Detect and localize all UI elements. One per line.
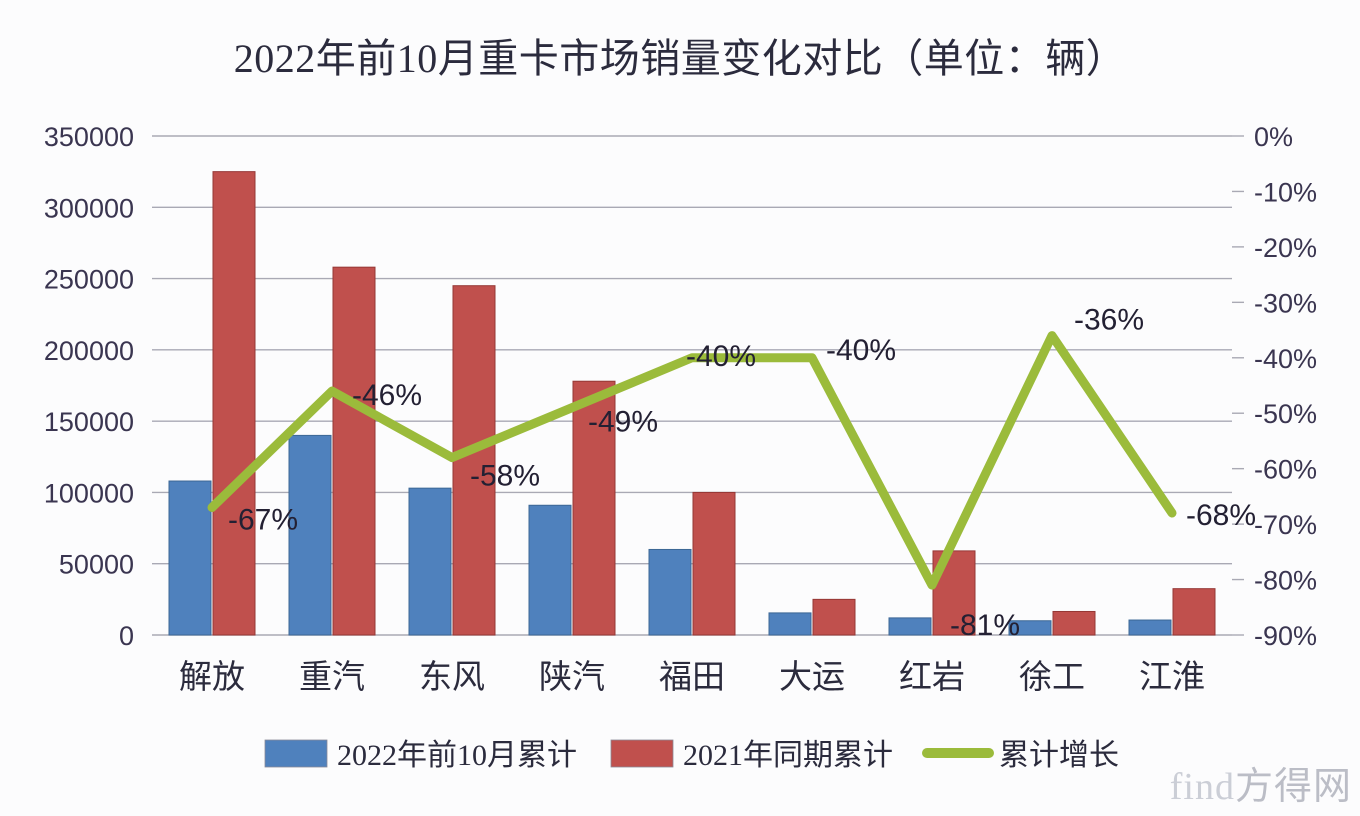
bar-2021 [692, 491, 736, 636]
left-axis-tick-label: 50000 [59, 550, 134, 580]
line-point-labels-group: -67% -46% -58% -49% -40% -40% -81% -36% -68% [228, 304, 1256, 642]
legend-swatch [264, 739, 328, 768]
bar-2022 [1008, 620, 1052, 636]
growth-line [207, 331, 1177, 590]
watermark-find-text: find [1169, 766, 1235, 808]
line-point-label: -81% [950, 609, 1020, 642]
bar-2022 [1128, 619, 1172, 636]
category-label: 解放 [179, 659, 245, 696]
category-label: 红岩 [899, 659, 965, 696]
right-axis-tick-label: -20% [1254, 233, 1317, 263]
category-label: 重汽 [299, 659, 365, 696]
legend-label: 累计增长 [999, 739, 1119, 772]
legend-swatch [610, 739, 674, 768]
right-axis-tick-label: -60% [1254, 455, 1317, 485]
site-watermark: find方得网 [1170, 755, 1352, 810]
line-point-label: -36% [1074, 304, 1144, 337]
bar-series-2022 [168, 434, 1172, 636]
bar-2022 [888, 617, 932, 636]
right-axis-tick-label: -90% [1254, 621, 1317, 651]
bar-2022 [528, 504, 572, 636]
line-point-label: -49% [588, 406, 658, 439]
bar-series-2021 [212, 171, 1216, 636]
legend-label: 2021年同期累计 [683, 739, 893, 772]
bar-2022 [648, 548, 692, 636]
category-label: 徐工 [1019, 659, 1085, 696]
left-axis-tick-label: 100000 [44, 478, 134, 508]
line-series-growth [207, 331, 1177, 590]
bar-2021 [1052, 610, 1096, 636]
right-axis-tick-label: -10% [1254, 177, 1317, 207]
category-label: 陕汽 [539, 659, 605, 696]
category-label: 东风 [419, 659, 485, 696]
bar-2021 [212, 171, 256, 636]
left-axis-labels-group: 0 50000 100000 150000 200000 250000 300000 3500… [44, 122, 134, 651]
line-point-label: -40% [826, 334, 896, 367]
bar-2021 [332, 266, 376, 636]
right-axis-tick-label: -80% [1254, 566, 1317, 596]
right-axis-tick-label: -70% [1254, 510, 1317, 540]
chart-title: 2022年前10月重卡市场销量变化对比（单位：辆） [233, 36, 1127, 81]
watermark-cn-text: 方得网 [1234, 766, 1352, 808]
right-axis-tick-label: -30% [1254, 288, 1317, 318]
left-axis-tick-label: 250000 [44, 265, 134, 295]
line-point-label: -67% [228, 503, 298, 536]
category-labels-group: 解放 重汽 东风 陕汽 福田 大运 红岩 徐工 江淮 [179, 659, 1205, 696]
line-point-label: -46% [352, 379, 422, 412]
category-label: 江淮 [1139, 660, 1205, 696]
left-axis-tick-label: 0 [119, 621, 134, 651]
line-point-label: -68% [1186, 499, 1256, 532]
legend-label: 2022年前10月累计 [337, 739, 577, 772]
bar-2022 [288, 434, 332, 636]
left-axis-tick-label: 150000 [44, 407, 134, 437]
left-axis-tick-label: 350000 [44, 122, 134, 152]
bar-2022 [168, 480, 212, 636]
gridlines-group [152, 135, 1232, 636]
right-axis-labels-group: 0% -10% -20% -30% -40% -50% -60% -70% -80% -90% [1232, 122, 1317, 651]
right-axis-tick-label: 0% [1254, 122, 1293, 152]
bar-2021 [812, 598, 856, 636]
category-label: 福田 [659, 660, 725, 696]
bar-2022 [408, 487, 452, 636]
line-point-label: -40% [686, 340, 756, 373]
left-axis-tick-label: 300000 [44, 193, 134, 223]
left-axis-tick-label: 200000 [44, 336, 134, 366]
right-axis-tick-label: -40% [1254, 344, 1317, 374]
bar-2021 [572, 380, 616, 636]
chart-legend: 2022年前10月累计 2021年同期累计 累计增长 [264, 739, 1119, 772]
bar-2022 [768, 612, 812, 636]
line-point-label: -58% [470, 460, 540, 493]
right-axis-tick-label: -50% [1254, 399, 1317, 429]
bar-2021 [1172, 588, 1216, 636]
bar-2021 [452, 285, 496, 636]
category-label: 大运 [779, 659, 845, 696]
